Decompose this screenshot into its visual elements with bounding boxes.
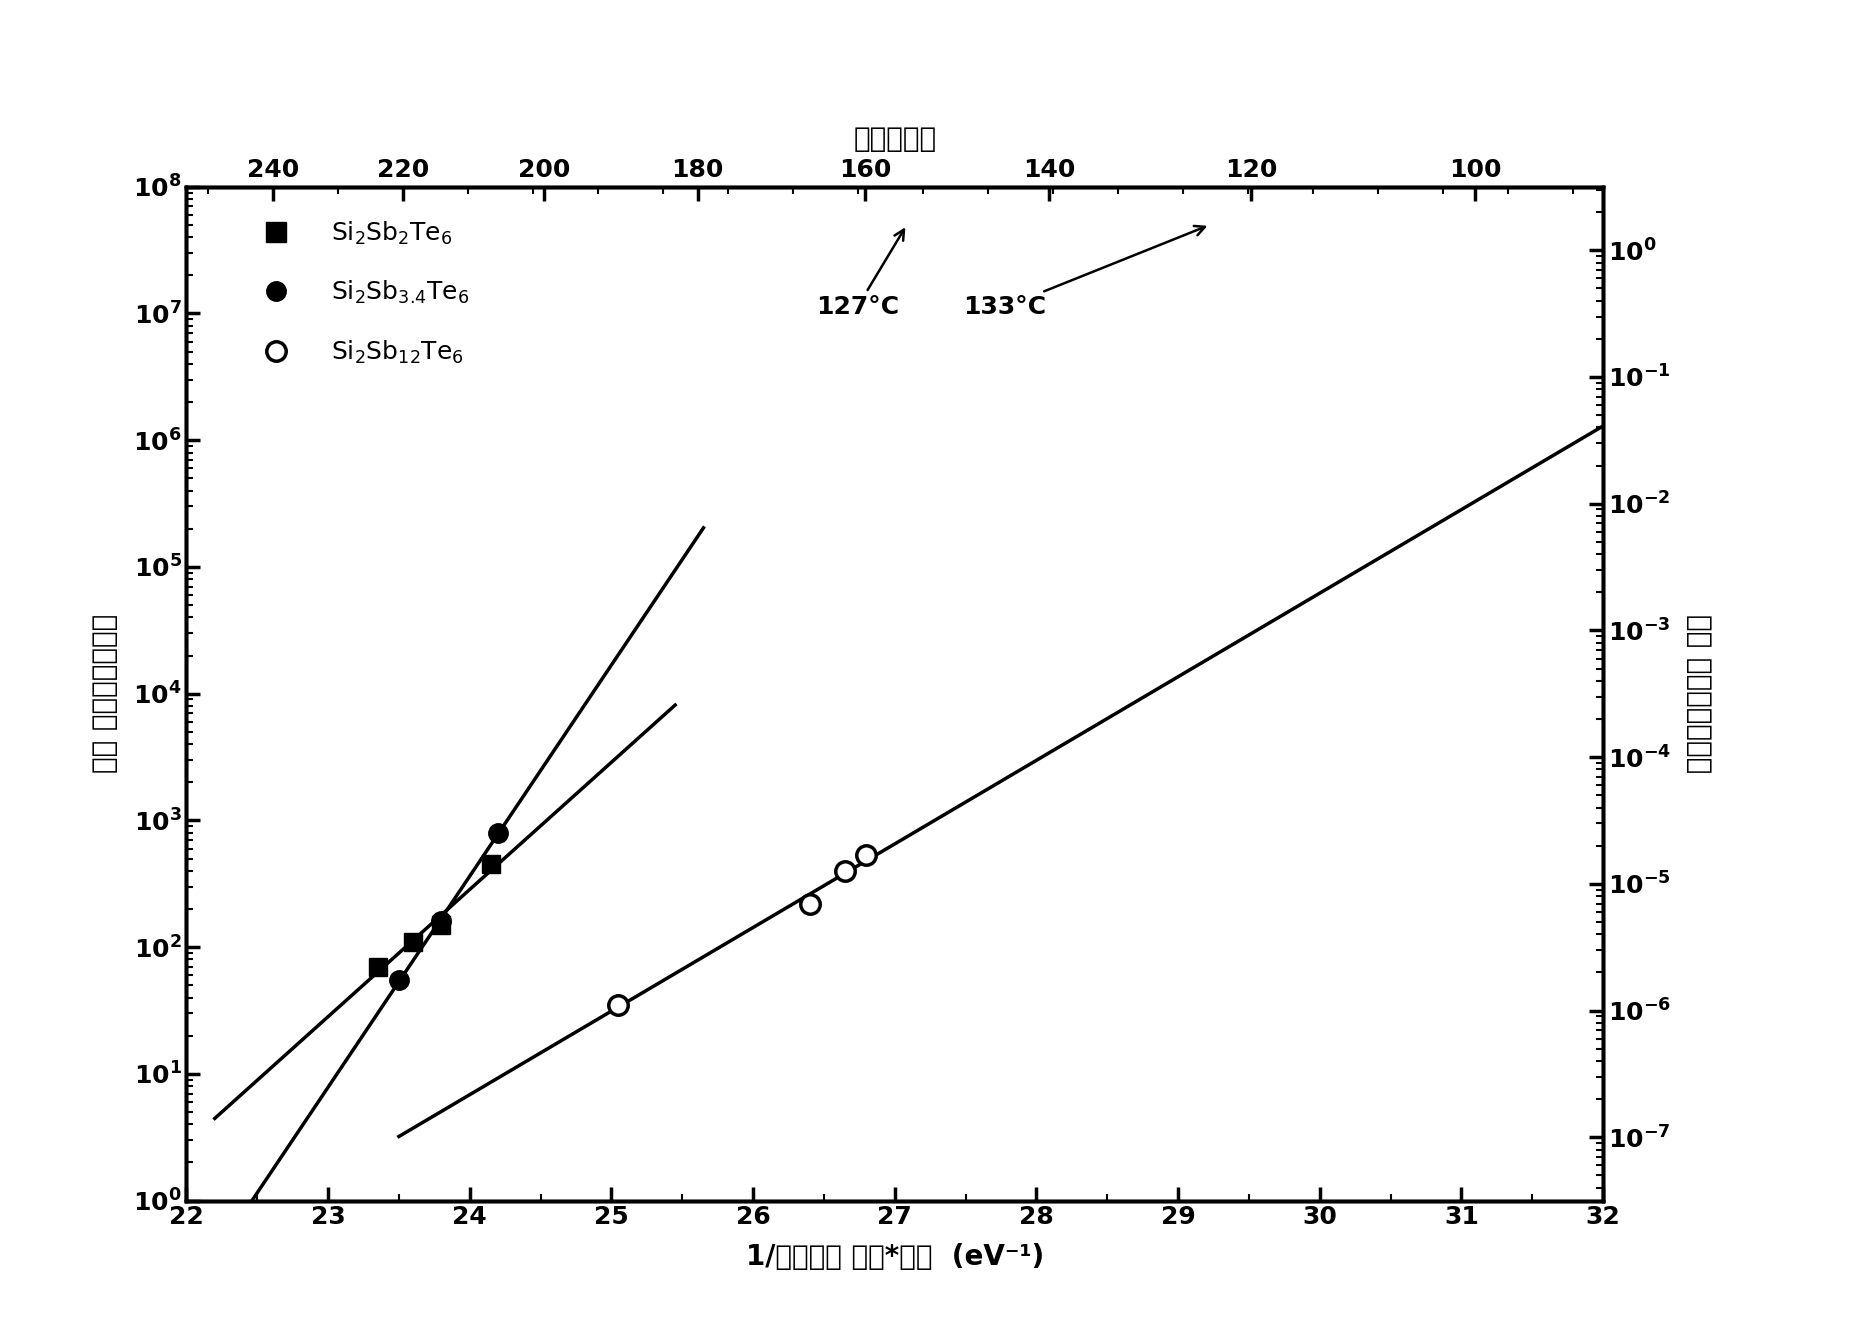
Text: 133°C: 133°C: [964, 225, 1204, 319]
X-axis label: 温度（度）: 温度（度）: [854, 125, 936, 153]
Y-axis label: 数据 保持时间（秒）: 数据 保持时间（秒）: [91, 614, 119, 774]
X-axis label: 1/波尔兹漫 常数*温度  (eV⁻¹): 1/波尔兹漫 常数*温度 (eV⁻¹): [746, 1243, 1044, 1271]
Text: 127°C: 127°C: [816, 229, 904, 319]
Legend: Si$_2$Sb$_2$Te$_6$, Si$_2$Sb$_{3.4}$Te$_6$, Si$_2$Sb$_{12}$Te$_6$: Si$_2$Sb$_2$Te$_6$, Si$_2$Sb$_{3.4}$Te$_…: [242, 209, 479, 376]
Y-axis label: 数据 保持时间（年）: 数据 保持时间（年）: [1685, 614, 1713, 774]
